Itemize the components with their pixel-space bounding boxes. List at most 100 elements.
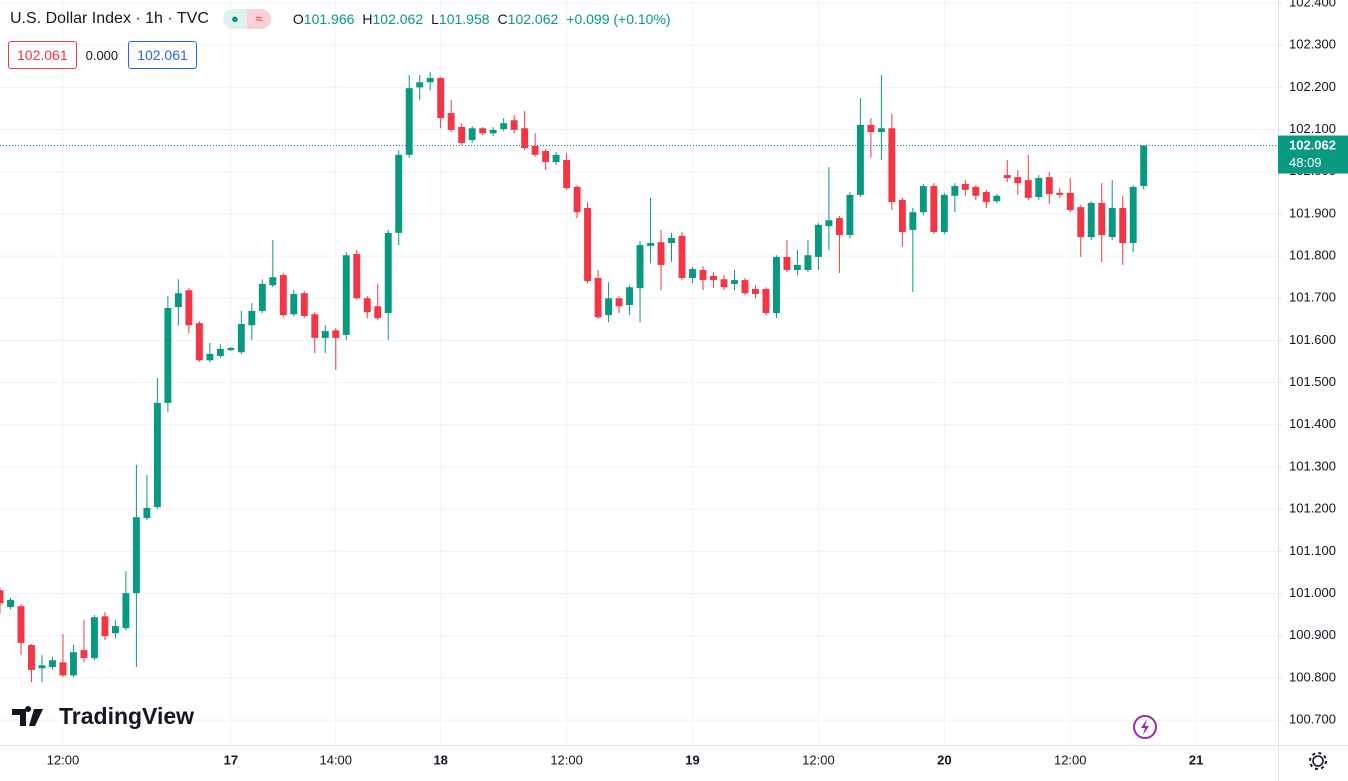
candle-body	[699, 269, 707, 281]
status-pill[interactable]: ● ≈	[222, 9, 271, 29]
y-tick-label: 101.700	[1289, 290, 1336, 305]
candle-body	[69, 652, 77, 676]
candle-body	[647, 242, 655, 246]
candle-body	[1045, 177, 1053, 195]
y-tick-label: 101.900	[1289, 205, 1336, 220]
close-value: 102.062	[507, 11, 559, 27]
candle-body	[657, 242, 665, 265]
candle-body	[877, 128, 885, 133]
candle-body	[216, 348, 224, 357]
x-tick-label: 19	[685, 752, 699, 767]
open-value: 101.966	[303, 11, 355, 27]
y-tick-label: 101.100	[1289, 543, 1336, 558]
candle-body	[7, 599, 14, 608]
x-tick-label: 12:00	[47, 752, 80, 767]
sell-box[interactable]: 102.061	[8, 41, 77, 69]
candle-body	[552, 154, 560, 162]
candle-body	[1014, 177, 1022, 184]
high-value: 102.062	[372, 11, 424, 27]
candle-body	[804, 255, 812, 270]
candle-body	[521, 128, 529, 149]
grid	[0, 0, 1278, 745]
settings-button[interactable]	[1309, 752, 1327, 770]
candle-body	[437, 78, 445, 119]
y-tick-label: 100.800	[1289, 669, 1336, 684]
lightning-circle[interactable]	[1133, 715, 1157, 739]
candle-body	[888, 128, 896, 203]
candle-body	[846, 194, 854, 235]
candle-body	[909, 212, 917, 230]
candle-body	[447, 113, 455, 130]
candle-body	[374, 306, 382, 319]
candle-body	[752, 288, 759, 295]
change-value: +0.099 (+0.10%)	[566, 11, 671, 27]
candle-body	[594, 278, 602, 318]
lightning-icon[interactable]	[1141, 719, 1149, 735]
candle-body	[930, 186, 938, 233]
candle-body	[164, 307, 172, 403]
candle-body	[793, 264, 801, 270]
candle-body	[269, 277, 277, 286]
candle-body	[1056, 192, 1064, 195]
candle-body	[510, 120, 518, 130]
gear-icon[interactable]	[1312, 755, 1324, 767]
candle-body	[185, 290, 193, 326]
y-tick-label: 101.600	[1289, 332, 1336, 347]
candle-body	[542, 151, 550, 162]
candle-body	[353, 253, 361, 299]
open-label: O	[292, 11, 304, 27]
lightning-button[interactable]	[1133, 715, 1157, 739]
candle-body	[174, 293, 182, 308]
candle-body	[38, 665, 46, 669]
candle-body	[898, 199, 906, 233]
y-tick-label: 100.700	[1289, 712, 1336, 727]
y-tick-label: 101.500	[1289, 374, 1336, 389]
brand: TradingView	[59, 703, 194, 729]
candle-body	[835, 218, 843, 235]
candle-body	[615, 298, 623, 307]
y-tick-label: 102.300	[1289, 37, 1336, 52]
spread: 0.000	[85, 47, 119, 63]
candle-body	[101, 616, 109, 637]
legend-title: U.S. Dollar Index · 1h · TVC	[10, 10, 209, 27]
x-tick-label: 20	[937, 752, 951, 767]
y-tick-label: 102.100	[1289, 121, 1336, 136]
candle-body	[783, 256, 791, 270]
candle-body	[80, 650, 88, 659]
candle-body	[961, 183, 969, 190]
candle-body	[563, 159, 571, 189]
candle-body	[300, 293, 308, 316]
candle-body	[825, 220, 833, 227]
x-tick-label: 12:00	[1054, 752, 1087, 767]
candle-body	[1098, 202, 1106, 235]
logo-mark	[12, 706, 43, 726]
candle-body	[195, 323, 203, 361]
y-tick-label: 101.400	[1289, 416, 1336, 431]
low-value: 101.958	[438, 11, 490, 27]
delayed-icon[interactable]: ≈	[246, 9, 271, 29]
x-tick-label: 18	[433, 752, 447, 767]
candle-body	[489, 129, 497, 134]
candle-body	[573, 186, 581, 213]
candles	[0, 72, 1148, 683]
candle-body	[636, 245, 644, 289]
candle-body	[17, 606, 25, 643]
x-tick-label: 12:00	[550, 752, 583, 767]
candle-body	[311, 314, 319, 338]
candle-body	[49, 660, 56, 667]
y-tick-label: 102.200	[1289, 79, 1336, 94]
candle-body	[143, 507, 151, 519]
candle-body	[122, 593, 130, 629]
market-open-icon[interactable]: ●	[222, 9, 247, 29]
candle-body	[1024, 180, 1032, 198]
candle-body	[332, 330, 340, 338]
y-tick-label: 102.400	[1289, 0, 1336, 9]
candle-body	[720, 279, 728, 288]
candle-body	[531, 145, 539, 155]
y-tick-label: 101.200	[1289, 501, 1336, 516]
candle-body	[395, 154, 403, 233]
gear-teeth[interactable]	[1309, 752, 1327, 770]
buy-box[interactable]: 102.061	[128, 41, 197, 69]
candle-body	[1077, 207, 1085, 238]
candle-body	[867, 124, 875, 133]
